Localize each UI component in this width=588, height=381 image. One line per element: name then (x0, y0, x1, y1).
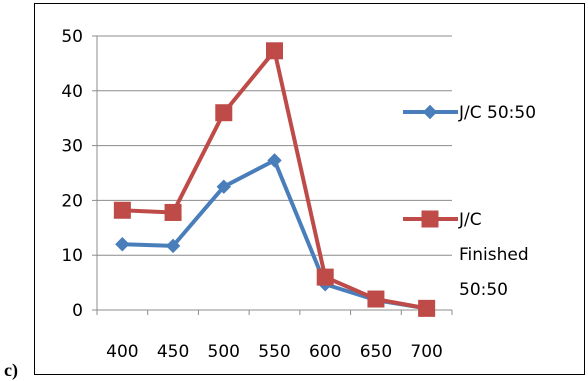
series-layer (113, 42, 436, 317)
x-tick-label: 550 (258, 342, 290, 362)
series-line (122, 48, 428, 311)
chart-frame (34, 3, 585, 375)
legend-label: 50:50 (459, 280, 508, 300)
data-point (113, 201, 131, 219)
x-tick-label: 500 (208, 342, 240, 362)
series-1 (115, 153, 434, 316)
data-point (316, 268, 334, 286)
y-tick-label: 20 (61, 191, 83, 211)
y-tick-label: 50 (61, 27, 83, 47)
tick-labels: 0 10 20 30 40 50 400 450 500 550 600 650 700 (61, 27, 443, 362)
data-point (418, 299, 436, 317)
y-tick-label: 40 (61, 82, 83, 102)
panel-label: c) (4, 360, 18, 380)
data-point (165, 238, 181, 254)
legend-entry: J/C 50:50 (403, 103, 536, 123)
series-2 (113, 42, 436, 317)
data-point (367, 290, 385, 308)
series-line (122, 158, 427, 311)
data-point (267, 153, 282, 168)
x-tick-label: 650 (360, 342, 392, 362)
data-point (164, 203, 182, 221)
x-tick-label: 450 (157, 342, 189, 362)
axes (92, 35, 453, 315)
data-point (215, 104, 233, 122)
legend-marker (421, 210, 439, 228)
x-tick-label: 400 (106, 342, 138, 362)
legend: J/C 50:50 J/C Finished 50:50 (403, 103, 536, 300)
y-tick-label: 0 (72, 301, 83, 321)
legend-entry: J/C Finished 50:50 (403, 210, 529, 300)
legend-label: Finished (459, 245, 529, 265)
legend-label: J/C 50:50 (458, 103, 536, 123)
data-point (266, 42, 283, 60)
gridlines (97, 35, 452, 256)
x-tick-label: 700 (410, 342, 442, 362)
y-tick-label: 30 (61, 137, 83, 157)
data-point (115, 237, 130, 252)
legend-label: J/C (458, 210, 482, 230)
y-tick-label: 10 (61, 246, 83, 266)
data-point (216, 179, 231, 194)
x-tick-label: 600 (309, 342, 341, 362)
legend-marker (422, 104, 438, 120)
